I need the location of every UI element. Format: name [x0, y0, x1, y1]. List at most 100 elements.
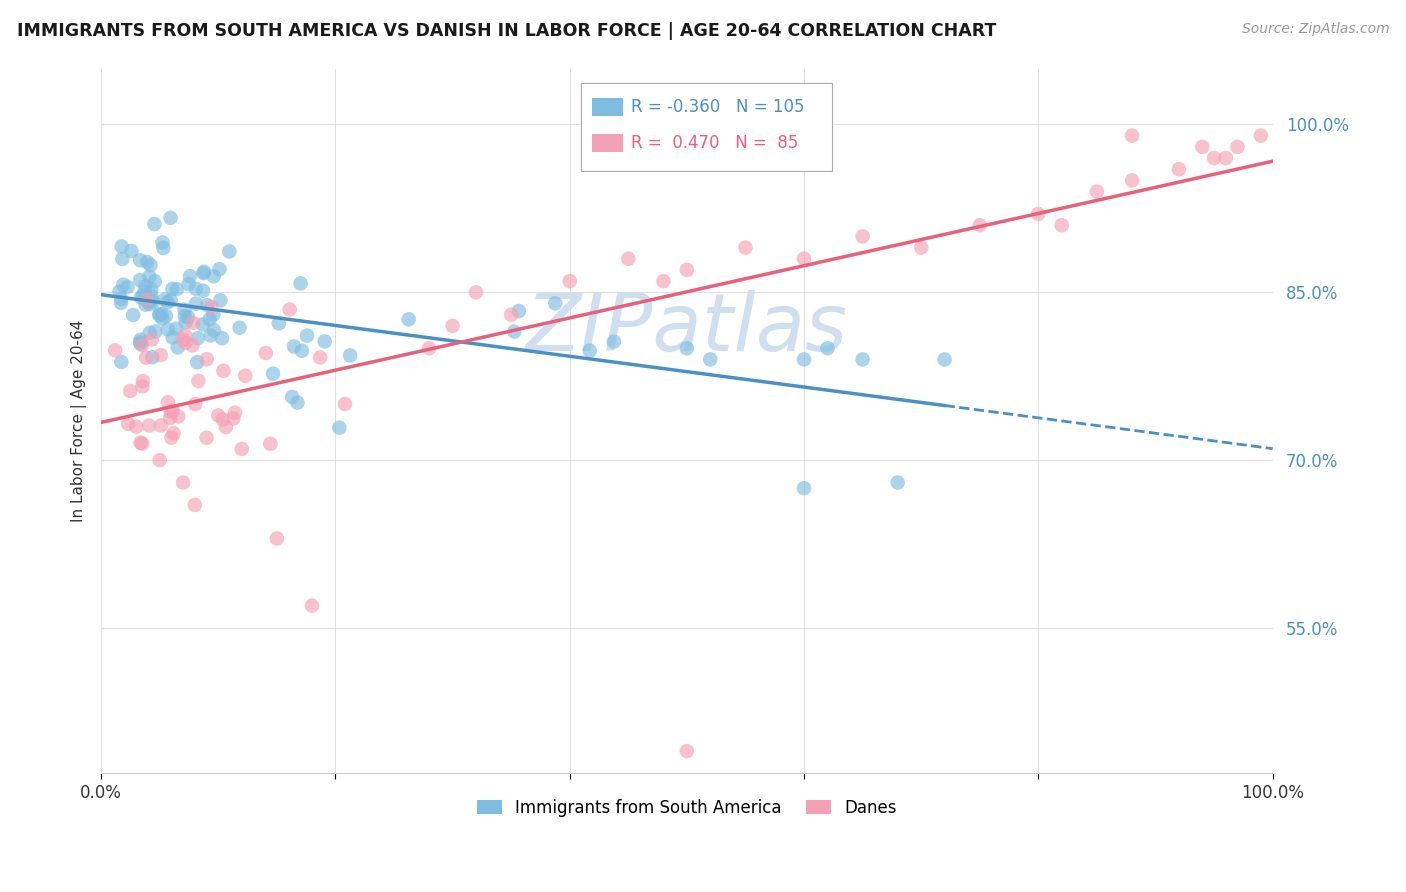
Point [195, 298, 218, 312]
Point [734, 241, 756, 255]
Point [117, 280, 139, 294]
Point [1202, 151, 1225, 165]
Point [131, 379, 153, 393]
Text: Source: ZipAtlas.com: Source: ZipAtlas.com [1241, 22, 1389, 37]
Point [110, 239, 132, 253]
Point [187, 331, 209, 345]
Point [179, 269, 201, 284]
Point [159, 405, 181, 419]
Point [156, 295, 179, 310]
Point [193, 266, 215, 280]
Point [184, 498, 207, 512]
Point [172, 475, 194, 490]
Point [200, 328, 222, 343]
Point [145, 324, 167, 338]
Point [339, 348, 361, 362]
Point [156, 395, 179, 409]
Point [676, 263, 699, 277]
Point [501, 308, 523, 322]
Point [111, 252, 134, 266]
Point [212, 364, 235, 378]
Point [173, 309, 195, 323]
Point [138, 326, 160, 340]
Point [108, 285, 131, 299]
Point [142, 294, 165, 309]
Text: R = -0.360   N = 105: R = -0.360 N = 105 [631, 98, 804, 116]
Point [211, 412, 233, 426]
Point [202, 323, 225, 337]
Point [1250, 128, 1272, 143]
Point [314, 334, 336, 349]
Point [104, 343, 127, 358]
Point [152, 235, 174, 250]
Point [198, 312, 221, 326]
Point [1121, 173, 1143, 187]
Point [159, 293, 181, 308]
Point [309, 351, 332, 365]
Point [699, 352, 721, 367]
Point [156, 322, 179, 336]
Point [793, 481, 815, 495]
Point [118, 384, 141, 398]
Point [134, 285, 156, 299]
Point [195, 352, 218, 367]
Point [291, 343, 314, 358]
Point [143, 217, 166, 231]
Point [187, 374, 209, 388]
Point [278, 302, 301, 317]
Point [262, 367, 284, 381]
Point [191, 284, 214, 298]
Point [259, 437, 281, 451]
Point [121, 244, 143, 258]
Point [129, 435, 152, 450]
Point [110, 355, 132, 369]
Point [266, 532, 288, 546]
Point [172, 333, 194, 347]
Point [174, 328, 197, 343]
Point [148, 308, 170, 322]
Point [184, 397, 207, 411]
Point [283, 339, 305, 353]
Point [181, 338, 204, 352]
Point [181, 316, 204, 330]
Point [817, 341, 839, 355]
Point [110, 292, 132, 306]
Point [503, 325, 526, 339]
Point [233, 368, 256, 383]
Point [544, 296, 567, 310]
Point [129, 333, 152, 347]
Point [186, 355, 208, 369]
Point [793, 252, 815, 266]
Point [191, 318, 214, 332]
Point [184, 282, 207, 296]
Point [852, 229, 875, 244]
Point [184, 296, 207, 310]
Point [129, 253, 152, 268]
Point [135, 293, 157, 307]
Point [135, 298, 157, 312]
Point [177, 277, 200, 292]
Point [159, 211, 181, 225]
Point [934, 352, 956, 367]
Point [162, 404, 184, 418]
Point [177, 310, 200, 325]
Point [173, 302, 195, 317]
Point [112, 277, 135, 292]
Point [910, 241, 932, 255]
Point [138, 293, 160, 308]
Point [398, 312, 420, 326]
Point [969, 218, 991, 232]
Legend: Immigrants from South America, Danes: Immigrants from South America, Danes [468, 790, 905, 825]
Point [165, 322, 187, 336]
Point [441, 318, 464, 333]
Point [208, 262, 231, 277]
Point [224, 406, 246, 420]
Point [162, 426, 184, 441]
Point [1215, 151, 1237, 165]
Point [139, 297, 162, 311]
Point [254, 346, 277, 360]
Point [139, 258, 162, 272]
Point [652, 274, 675, 288]
Point [202, 308, 225, 322]
Point [215, 420, 238, 434]
